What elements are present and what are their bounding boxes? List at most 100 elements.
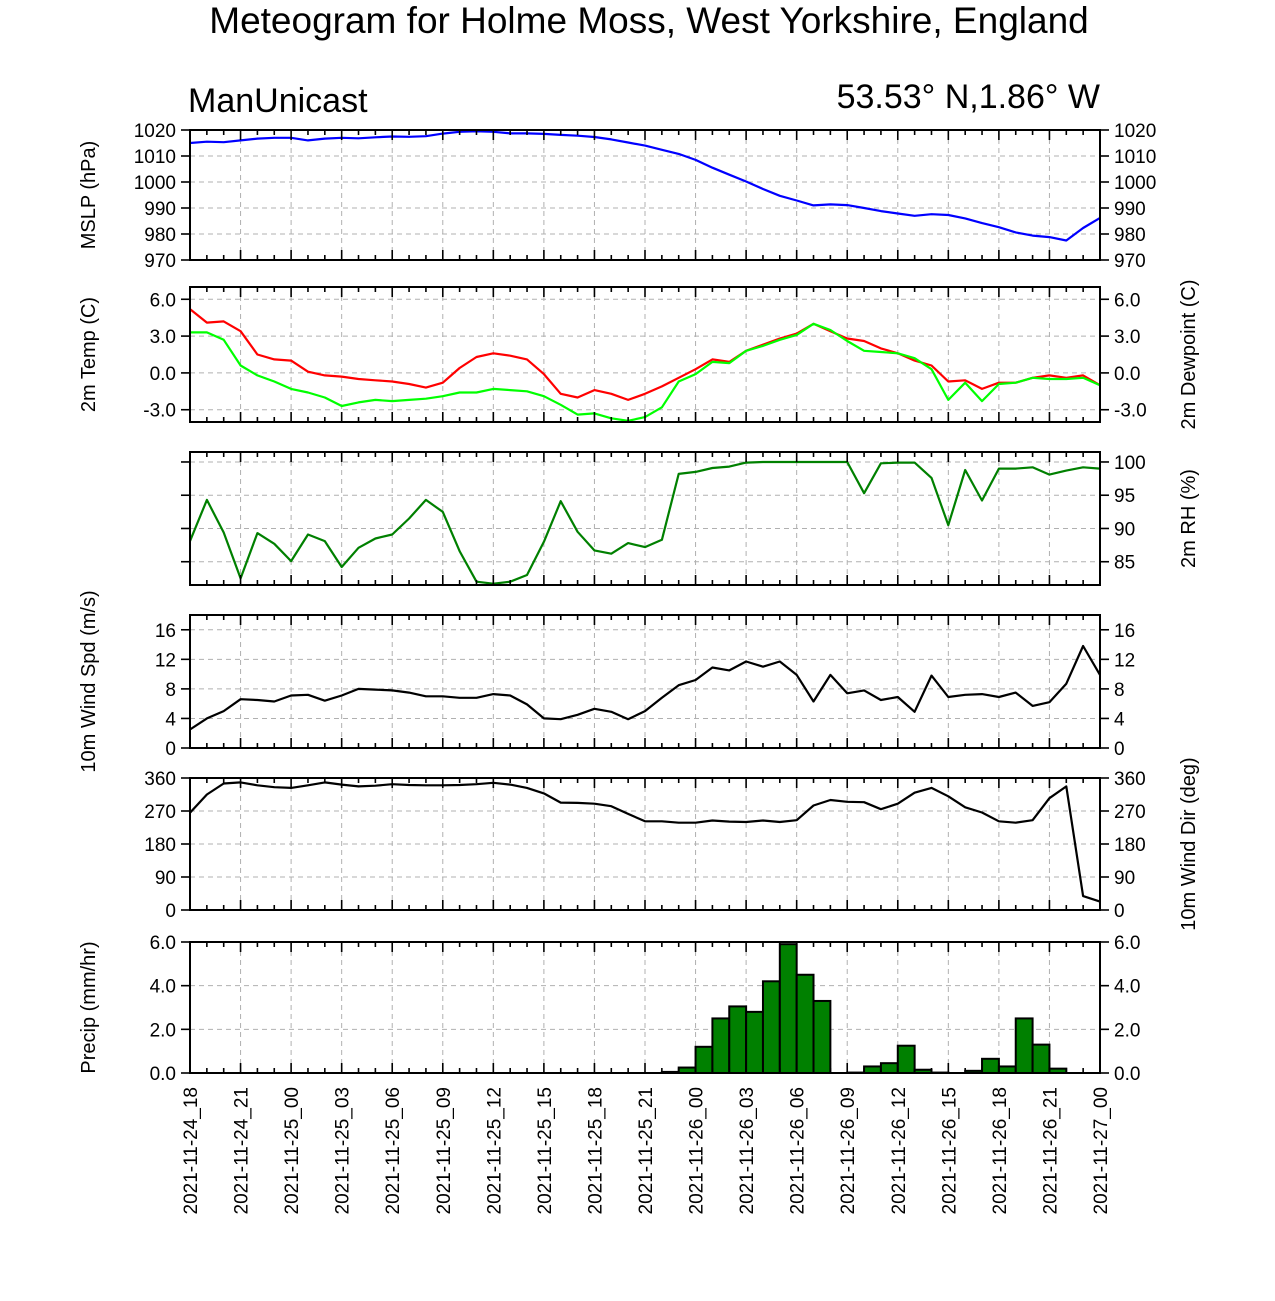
temperature-series-line-0	[189, 308, 1101, 401]
source-label: ManUnicast	[188, 82, 368, 120]
y-tick-label-right: 85	[1114, 553, 1135, 574]
y-tick-label-right: 95	[1114, 486, 1135, 507]
x-tick-label: 2021-11-25_00	[282, 1087, 303, 1214]
precip-bar	[1031, 1043, 1051, 1075]
precip-bar	[1014, 1017, 1034, 1075]
panel-precipitation: 0.0 0.0 2.0 2.0 4.0 4.0 6.0 6.0 Precip (mm/hr)	[78, 933, 1140, 1085]
y-tick-label-right: 4	[1114, 709, 1125, 730]
y-tick-label-left: 0.0	[150, 1064, 176, 1085]
y-tick-label-left: 4.0	[150, 977, 176, 998]
y-tick-label-left: 12	[155, 650, 176, 671]
panel-wind-direction: 0 0 90 90 180 180 270 270 360 360 10m Wind Dir (de…	[144, 757, 1200, 930]
y-tick-label-right: 6.0	[1114, 290, 1140, 311]
precip-bar	[795, 973, 815, 1074]
y-tick-label-left: 1000	[134, 173, 176, 194]
panel-temperature: -3.0 -3.0 0.0 0.0 3.0 3.0 6.0 6.0 2m Temp (C) 2m …	[78, 279, 1200, 429]
y-tick-label-right: 12	[1114, 650, 1135, 671]
precip-bar	[694, 1045, 714, 1075]
x-tick-label: 2021-11-26_03	[737, 1087, 758, 1214]
precip-bar	[778, 943, 798, 1075]
x-tick-label: 2021-11-26_09	[838, 1087, 859, 1214]
precip-bar	[812, 999, 832, 1075]
precip-bar	[981, 1057, 1000, 1075]
y-tick-label-right: 0.0	[1114, 1064, 1140, 1085]
precip-bar	[711, 1017, 731, 1075]
y-tick-label-left: 1020	[134, 121, 176, 142]
y-tick-label-left: 270	[144, 802, 176, 823]
y-axis-label-left: MSLP (hPa)	[78, 141, 100, 250]
y-tick-label-right: 270	[1114, 802, 1146, 823]
y-tick-label-left: 3.0	[150, 327, 176, 348]
y-tick-label-right: 90	[1114, 868, 1135, 889]
y-tick-label-left: 980	[144, 225, 176, 246]
y-tick-label-left: 0.0	[150, 364, 176, 385]
panel-wind-speed: 0 0 4 4 8 8 12 12 16 16 10m Wind Spd (m/s)	[78, 590, 1135, 772]
precip-bar	[879, 1062, 899, 1075]
y-tick-label-right: 90	[1114, 519, 1135, 540]
y-tick-label-right: 970	[1114, 251, 1146, 272]
y-tick-label-left: 8	[165, 680, 176, 701]
y-tick-label-right: 8	[1114, 680, 1125, 701]
x-tick-label: 2021-11-26_00	[687, 1087, 708, 1214]
y-tick-label-left: 16	[155, 621, 176, 642]
x-tick-label: 2021-11-25_21	[636, 1087, 657, 1214]
y-tick-label-right: 3.0	[1114, 327, 1140, 348]
x-tick-label: 2021-11-25_15	[535, 1087, 556, 1214]
y-tick-label-left: 360	[144, 769, 176, 790]
x-tick-label: 2021-11-25_06	[383, 1087, 404, 1214]
y-tick-label-right: 0	[1114, 739, 1125, 760]
y-tick-label-right: 360	[1114, 769, 1146, 790]
y-tick-label-left: -3.0	[143, 401, 176, 422]
precip-bar	[745, 1010, 764, 1074]
y-tick-label-right: 0	[1114, 901, 1125, 922]
y-tick-label-left: 180	[144, 835, 176, 856]
y-tick-label-right: -3.0	[1114, 401, 1147, 422]
y-tick-label-left: 1010	[134, 147, 176, 168]
y-axis-label-right: 2m RH (%)	[1178, 469, 1200, 568]
humidity-series-line-0	[188, 460, 1101, 585]
y-tick-label-right: 2.0	[1114, 1020, 1140, 1041]
y-tick-label-left: 90	[155, 868, 176, 889]
x-tick-label: 2021-11-25_09	[434, 1087, 455, 1214]
y-tick-label-left: 990	[144, 199, 176, 220]
y-tick-label-left: 6.0	[150, 933, 176, 954]
y-tick-label-right: 1010	[1114, 147, 1156, 168]
y-axis-label-right: 10m Wind Dir (deg)	[1178, 757, 1200, 930]
x-tick-label: 2021-11-24_18	[181, 1087, 202, 1214]
chart-title: Meteogram for Holme Moss, West Yorkshire…	[209, 0, 1088, 41]
y-tick-label-right: 980	[1114, 225, 1146, 246]
x-tick-label: 2021-11-26_12	[889, 1087, 910, 1214]
x-tick-label: 2021-11-24_21	[232, 1087, 253, 1214]
y-tick-label-left: 970	[144, 251, 176, 272]
y-tick-label-left: 2.0	[150, 1020, 176, 1041]
y-tick-label-right: 100	[1114, 453, 1146, 474]
y-tick-label-right: 0.0	[1114, 364, 1140, 385]
precip-bar	[728, 1005, 748, 1074]
y-tick-label-right: 1000	[1114, 173, 1156, 194]
precip-bar	[761, 980, 781, 1074]
y-axis-label-left: 10m Wind Spd (m/s)	[78, 590, 100, 772]
y-tick-label-left: 0	[165, 901, 176, 922]
y-tick-label-left: 6.0	[150, 290, 176, 311]
y-axis-label-right: 2m Dewpoint (C)	[1178, 279, 1200, 429]
y-tick-label-right: 6.0	[1114, 933, 1140, 954]
x-tick-label: 2021-11-27_00	[1091, 1087, 1112, 1214]
x-tick-label: 2021-11-25_18	[585, 1087, 606, 1214]
x-tick-label: 2021-11-26_06	[788, 1087, 809, 1214]
panel-mslp: 970 970 980 980 990 990 1000 1000 1010 1010 1020 10…	[78, 121, 1156, 272]
x-tick-label: 2021-11-25_12	[484, 1087, 505, 1214]
y-tick-label-left: 4	[165, 709, 176, 730]
x-tick-label: 2021-11-25_03	[333, 1087, 354, 1214]
x-tick-label: 2021-11-26_18	[990, 1087, 1011, 1214]
location-label: 53.53° N,1.86° W	[837, 78, 1100, 116]
y-axis-label-left: Precip (mm/hr)	[78, 941, 100, 1073]
y-tick-label-left: 0	[165, 739, 176, 760]
panel-humidity: 85 90 95 100 2m RH (%)	[181, 451, 1200, 586]
y-tick-label-right: 4.0	[1114, 977, 1140, 998]
y-tick-label-right: 180	[1114, 835, 1146, 856]
precip-bar	[896, 1044, 916, 1075]
y-tick-label-right: 16	[1114, 621, 1135, 642]
x-tick-label: 2021-11-26_21	[1040, 1087, 1061, 1214]
